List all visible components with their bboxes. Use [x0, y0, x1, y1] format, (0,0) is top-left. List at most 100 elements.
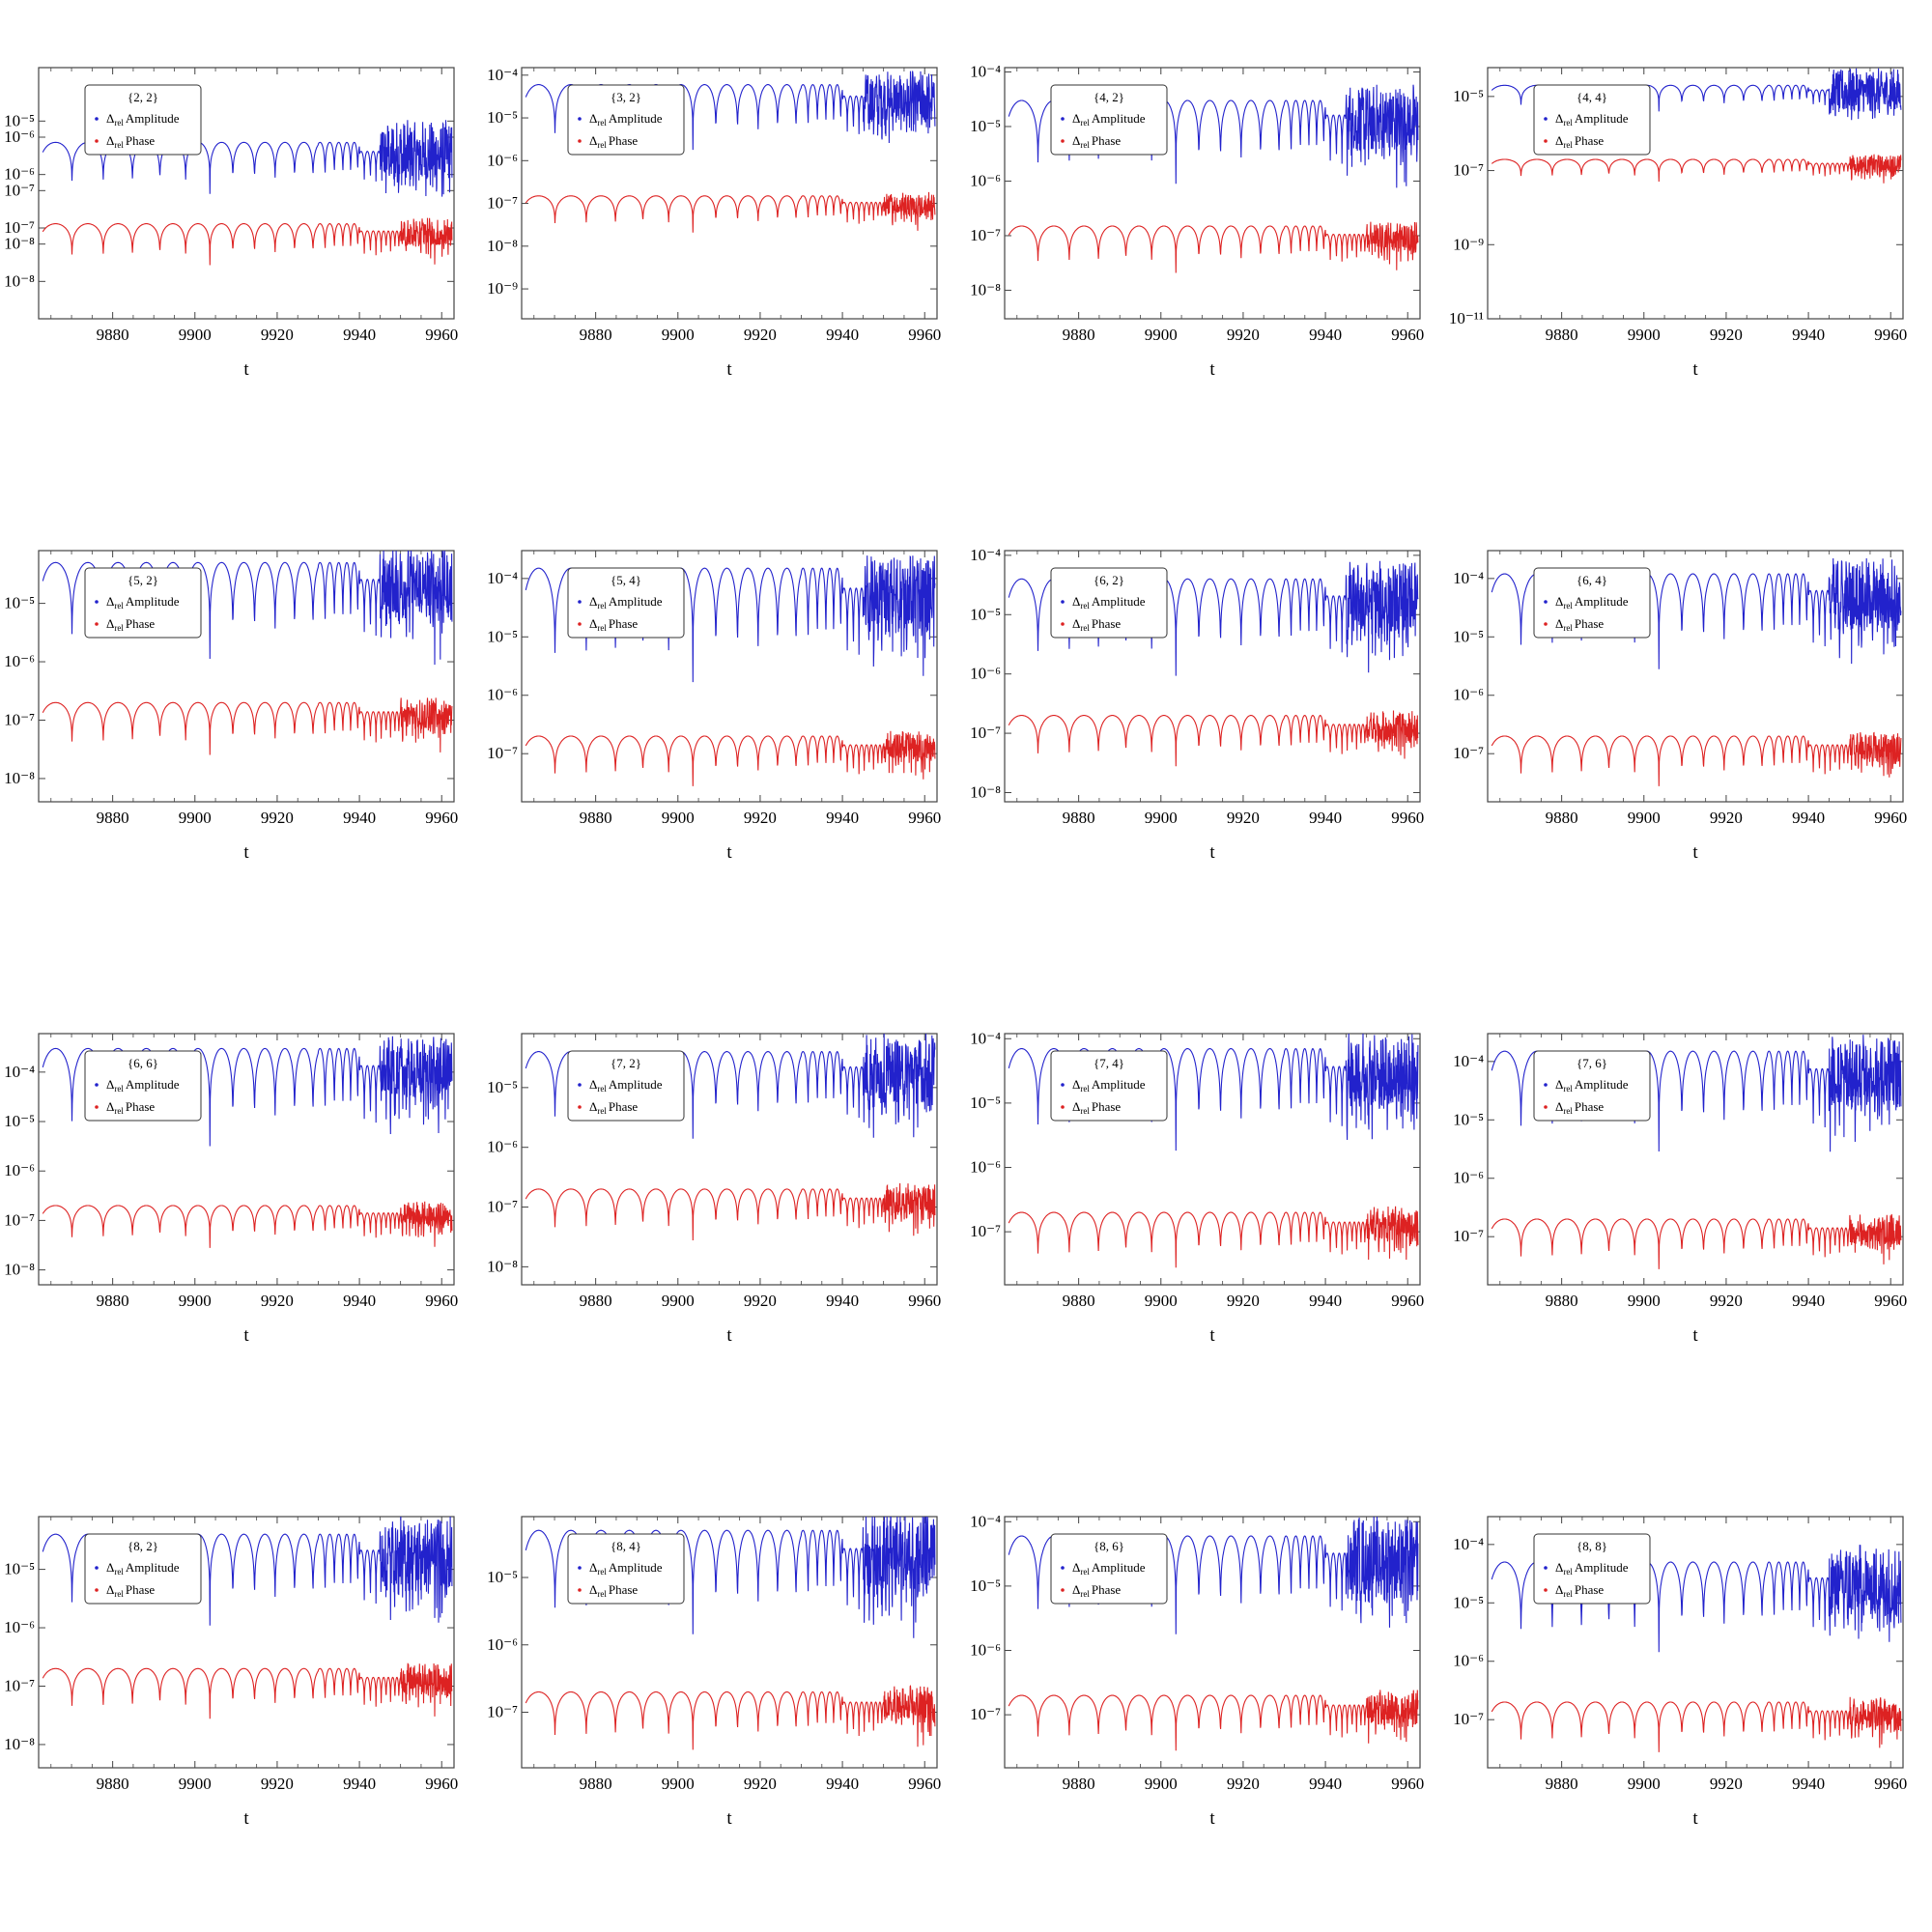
legend: {6, 2} Δrel Amplitude Δrel Phase [1050, 567, 1168, 639]
x-tick-label: 9960 [1391, 1775, 1424, 1793]
chart-panel-8: 9880 9900 9920 9940 9960 10⁻⁴ 10⁻⁵ 10⁻⁶ 10⁻⁷ t {6,… [1453, 550, 1907, 863]
legend-entry-amplitude: Δrel Amplitude [589, 594, 663, 611]
x-axis-label: t [243, 359, 249, 380]
x-tick-label: 9940 [826, 326, 859, 344]
x-tick-label: 9920 [261, 326, 294, 344]
x-tick-label: 9880 [580, 326, 612, 344]
legend-entry-amplitude: Δrel Amplitude [1555, 594, 1629, 611]
y-tick-label: 10⁻⁵ [4, 594, 35, 612]
legend-entry-phase: Δrel Phase [1555, 133, 1604, 150]
legend-entry-phase: Δrel Phase [589, 133, 638, 150]
x-axis-label: t [1692, 1808, 1698, 1829]
x-tick-label: 9900 [1145, 1775, 1178, 1793]
legend: {7, 6} Δrel Amplitude Δrel Phase [1533, 1050, 1651, 1122]
legend-marker [95, 139, 99, 143]
chart-panel-9: 9880 9900 9920 9940 9960 10⁻⁴ 10⁻⁵ 10⁻⁶ 10⁻⁷ 10⁻⁸… [4, 1033, 458, 1346]
x-tick-label: 9880 [580, 1292, 612, 1310]
x-tick-label: 9920 [1710, 326, 1743, 344]
y-tick-label: 10⁻⁸ [970, 782, 1001, 801]
x-axis-label: t [243, 1808, 249, 1829]
plot-frame [38, 550, 455, 803]
x-tick-label: 9900 [662, 809, 695, 827]
y-tick-label: 10⁻⁶ [970, 665, 1001, 683]
legend-entry-amplitude: Δrel Amplitude [106, 1077, 180, 1094]
plot-frame [38, 67, 455, 320]
legend: {4, 4} Δrel Amplitude Δrel Phase [1533, 84, 1651, 156]
legend-marker [1544, 1083, 1548, 1087]
x-tick-label: 9920 [1227, 1292, 1260, 1310]
x-tick-label: 9900 [662, 1292, 695, 1310]
legend-entry-phase: Δrel Phase [589, 1099, 638, 1116]
x-tick-label: 9920 [1227, 326, 1260, 344]
series-phase-line [42, 1662, 453, 1719]
legend: {8, 8} Δrel Amplitude Δrel Phase [1533, 1533, 1651, 1605]
x-tick-label: 9920 [261, 1292, 294, 1310]
x-axis-label: t [243, 1325, 249, 1346]
x-tick-label: 9880 [1546, 1292, 1578, 1310]
legend-entry-phase: Δrel Phase [589, 1582, 638, 1599]
y-tick-label: 10⁻⁵ [970, 117, 1001, 135]
y-tick-label: 10⁻⁷ [487, 1703, 518, 1721]
plot-frame [521, 550, 938, 803]
x-tick-label: 9940 [343, 809, 376, 827]
chart-panel-1: 9880 9900 9920 9940 9960 1 × 10⁻⁵5 × 10⁻⁶ 1 × … [0, 67, 458, 380]
y-tick-label: 10⁻⁶ [4, 1161, 35, 1179]
x-tick-label: 9940 [1792, 326, 1825, 344]
x-tick-label: 9900 [179, 1775, 212, 1793]
series-phase-line [525, 1182, 936, 1241]
y-tick-label: 10⁻⁵ [970, 1094, 1001, 1112]
x-tick-label: 9960 [1874, 809, 1907, 827]
x-tick-label: 9880 [1063, 1292, 1095, 1310]
plot-frame [521, 1033, 938, 1286]
plot-frame [1004, 1516, 1421, 1769]
y-tick-label: 10⁻⁵ [487, 108, 518, 127]
legend-box [567, 567, 685, 639]
plot-frame [1487, 550, 1904, 803]
x-tick-label: 9900 [662, 1775, 695, 1793]
y-tick-label: 10⁻⁸ [4, 1261, 35, 1279]
y-tick-label: 5 × 10⁻⁶ [0, 128, 35, 146]
y-tick-label: 10⁻⁹ [1453, 235, 1484, 253]
y-tick-label: 1 × 10⁻⁵ [0, 111, 35, 129]
x-tick-label: 9900 [1145, 326, 1178, 344]
y-tick-label: 10⁻⁹ [487, 279, 518, 298]
legend: {8, 4} Δrel Amplitude Δrel Phase [567, 1533, 685, 1605]
x-tick-label: 9960 [425, 1292, 458, 1310]
y-tick-label: 10⁻⁷ [4, 710, 35, 728]
x-tick-label: 9900 [662, 326, 695, 344]
y-tick-label: 10⁻⁶ [1453, 1169, 1484, 1187]
x-tick-label: 9900 [1628, 809, 1661, 827]
y-tick-label: 10⁻⁵ [1453, 627, 1484, 645]
legend-marker [1544, 139, 1548, 143]
y-tick-label: 10⁻⁴ [1453, 1535, 1484, 1553]
legend-entry-phase: Δrel Phase [1072, 1582, 1121, 1599]
x-tick-label: 9880 [1546, 809, 1578, 827]
x-axis-label: t [1692, 359, 1698, 380]
legend-marker [1544, 622, 1548, 626]
legend-marker [578, 1083, 582, 1087]
x-tick-label: 9960 [1391, 809, 1424, 827]
legend-title: {4, 4} [1577, 90, 1607, 104]
legend-marker [578, 139, 582, 143]
legend: {8, 6} Δrel Amplitude Δrel Phase [1050, 1533, 1168, 1605]
x-tick-label: 9940 [1792, 1775, 1825, 1793]
x-tick-label: 9880 [97, 1292, 129, 1310]
x-tick-label: 9940 [1309, 1292, 1342, 1310]
y-tick-label: 10⁻⁵ [970, 1577, 1001, 1595]
x-tick-label: 9920 [1227, 809, 1260, 827]
legend-marker [578, 1566, 582, 1570]
y-tick-label: 10⁻⁶ [4, 652, 35, 670]
series-phase-line [42, 217, 453, 266]
legend-marker [1544, 1566, 1548, 1570]
legend-entry-amplitude: Δrel Amplitude [106, 594, 180, 611]
legend-title: {3, 2} [611, 90, 641, 104]
legend-title: {6, 6} [128, 1056, 158, 1070]
legend-marker [95, 1105, 99, 1109]
y-tick-label: 1 × 10⁻⁷ [0, 218, 35, 237]
x-tick-label: 9900 [1628, 1775, 1661, 1793]
x-tick-label: 9960 [425, 1775, 458, 1793]
x-tick-label: 9940 [343, 1775, 376, 1793]
legend-entry-phase: Δrel Phase [1555, 616, 1604, 633]
x-axis-label: t [1692, 1325, 1698, 1346]
legend-entry-phase: Δrel Phase [106, 616, 155, 633]
